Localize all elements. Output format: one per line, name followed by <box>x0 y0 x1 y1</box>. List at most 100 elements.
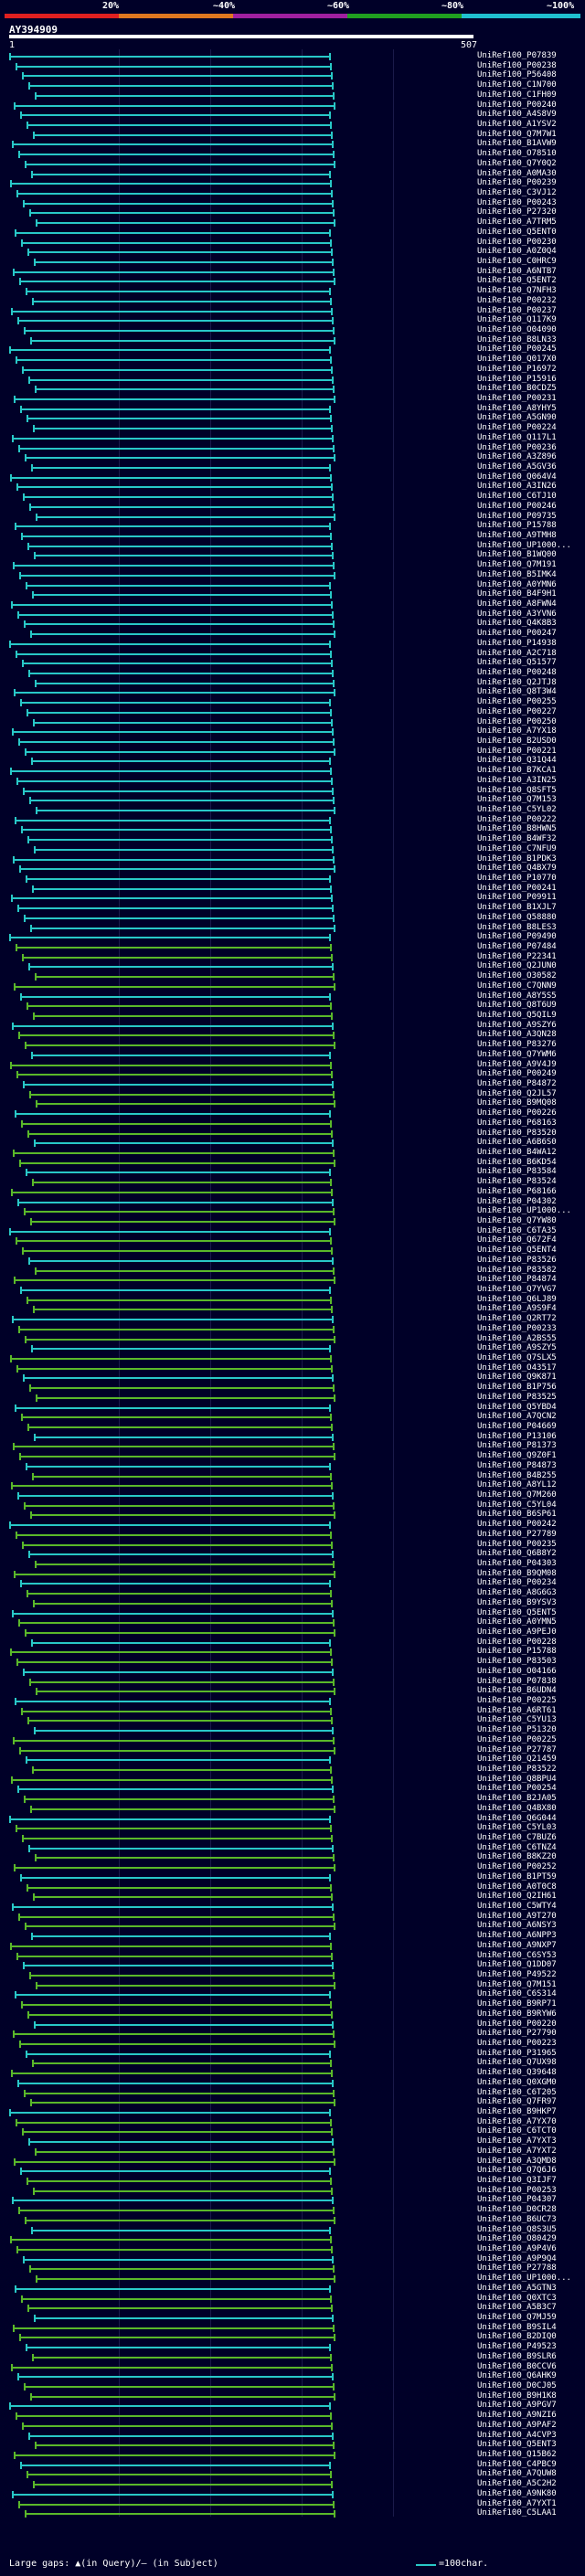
hit-row[interactable]: UniRef100_Q117K9 <box>0 315 585 327</box>
hit-row[interactable]: UniRef100_P00224 <box>0 423 585 435</box>
hit-label[interactable]: UniRef100_C5YU13 <box>477 1715 557 1725</box>
hit-row[interactable]: UniRef100_Q7M260 <box>0 1490 585 1502</box>
hit-row[interactable]: UniRef100_P00222 <box>0 815 585 827</box>
hit-label[interactable]: UniRef100_A9PAF2 <box>477 2420 557 2430</box>
hit-label[interactable]: UniRef100_Q7NFH3 <box>477 286 557 296</box>
hit-row[interactable]: UniRef100_Q8T6U9 <box>0 1001 585 1012</box>
hit-label[interactable]: UniRef100_A3QN28 <box>477 1030 557 1040</box>
hit-row[interactable]: UniRef100_A7TRM5 <box>0 217 585 229</box>
hit-label[interactable]: UniRef100_P27790 <box>477 2029 557 2039</box>
hit-row[interactable]: UniRef100_P07484 <box>0 942 585 954</box>
hit-label[interactable]: UniRef100_B2USD0 <box>477 737 557 746</box>
hit-label[interactable]: UniRef100_Q4BX79 <box>477 864 557 874</box>
hit-label[interactable]: UniRef100_Q5ENT4 <box>477 1246 557 1256</box>
hit-label[interactable]: UniRef100_P04302 <box>477 1196 557 1206</box>
hit-row[interactable]: UniRef100_P51320 <box>0 1725 585 1737</box>
hit-label[interactable]: UniRef100_Q5YBD4 <box>477 1402 557 1412</box>
hit-label[interactable]: UniRef100_Q117K9 <box>477 315 557 325</box>
hit-label[interactable]: UniRef100_B8KZ20 <box>477 1852 557 1862</box>
hit-row[interactable]: UniRef100_P09911 <box>0 893 585 905</box>
hit-row[interactable]: UniRef100_P00220 <box>0 2019 585 2031</box>
hit-label[interactable]: UniRef100_C6T205 <box>477 2087 557 2097</box>
hit-label[interactable]: UniRef100_P16972 <box>477 364 557 374</box>
hit-label[interactable]: UniRef100_P00243 <box>477 197 557 207</box>
hit-row[interactable]: UniRef100_Q8BPU4 <box>0 1775 585 1786</box>
hit-label[interactable]: UniRef100_Q8T3W4 <box>477 687 557 697</box>
hit-label[interactable]: UniRef100_B9RYW6 <box>477 2009 557 2019</box>
hit-label[interactable]: UniRef100_Q2JUN0 <box>477 961 557 971</box>
hit-row[interactable]: UniRef100_D0CJ05 <box>0 2381 585 2393</box>
hit-label[interactable]: UniRef100_B1P756 <box>477 1383 557 1393</box>
hit-label[interactable]: UniRef100_P07484 <box>477 942 557 951</box>
hit-label[interactable]: UniRef100_A6NSY3 <box>477 1921 557 1931</box>
hit-row[interactable]: UniRef100_B5IMK4 <box>0 570 585 582</box>
hit-label[interactable]: UniRef100_A8Y5S5 <box>477 991 557 1001</box>
hit-row[interactable]: UniRef100_A7QUW8 <box>0 2469 585 2481</box>
hit-label[interactable]: UniRef100_Q2RT72 <box>477 1314 557 1324</box>
hit-row[interactable]: UniRef100_A1YSV2 <box>0 120 585 132</box>
hit-row[interactable]: UniRef100_A7YX70 <box>0 2117 585 2129</box>
hit-row[interactable]: UniRef100_A7YX18 <box>0 726 585 738</box>
hit-row[interactable]: UniRef100_A5B3C7 <box>0 2303 585 2315</box>
hit-row[interactable]: UniRef100_A9TMH8 <box>0 531 585 543</box>
hit-row[interactable]: UniRef100_P56408 <box>0 70 585 82</box>
hit-row[interactable]: UniRef100_B1P756 <box>0 1383 585 1394</box>
hit-label[interactable]: UniRef100_Q8T6U9 <box>477 1001 557 1011</box>
hit-label[interactable]: UniRef100_A8YHY5 <box>477 403 557 413</box>
hit-row[interactable]: UniRef100_P22341 <box>0 952 585 964</box>
hit-label[interactable]: UniRef100_B4F9H1 <box>477 589 557 599</box>
hit-label[interactable]: UniRef100_P15916 <box>477 374 557 384</box>
hit-label[interactable]: UniRef100_P00250 <box>477 716 557 726</box>
hit-label[interactable]: UniRef100_P00225 <box>477 1696 557 1705</box>
hit-row[interactable]: UniRef100_P07838 <box>0 1677 585 1689</box>
hit-label[interactable]: UniRef100_P00236 <box>477 442 557 452</box>
hit-label[interactable]: UniRef100_O04090 <box>477 325 557 334</box>
hit-row[interactable]: UniRef100_B0CDZ5 <box>0 384 585 396</box>
hit-row[interactable]: UniRef100_A0Z0Q4 <box>0 247 585 259</box>
hit-row[interactable]: UniRef100_Q21459 <box>0 1754 585 1766</box>
hit-label[interactable]: UniRef100_Q7M151 <box>477 1979 557 1989</box>
hit-row[interactable]: UniRef100_Q7YWM6 <box>0 1050 585 1062</box>
hit-label[interactable]: UniRef100_Q2IH61 <box>477 1892 557 1902</box>
hit-label[interactable]: UniRef100_P00253 <box>477 2185 557 2195</box>
hit-label[interactable]: UniRef100_A1YSV2 <box>477 120 557 129</box>
hit-label[interactable]: UniRef100_Q15B62 <box>477 2450 557 2459</box>
hit-row[interactable]: UniRef100_P83503 <box>0 1657 585 1669</box>
hit-row[interactable]: UniRef100_A8YHY5 <box>0 404 585 416</box>
hit-label[interactable]: UniRef100_P83520 <box>477 1128 557 1138</box>
hit-label[interactable]: UniRef100_P15788 <box>477 521 557 531</box>
hit-row[interactable]: UniRef100_C5LAA1 <box>0 2508 585 2520</box>
hit-label[interactable]: UniRef100_A9PGV7 <box>477 2401 557 2411</box>
hit-label[interactable]: UniRef100_Q0XTC3 <box>477 2293 557 2303</box>
hit-row[interactable]: UniRef100_P81373 <box>0 1441 585 1453</box>
hit-row[interactable]: UniRef100_C4PBC9 <box>0 2460 585 2472</box>
hit-label[interactable]: UniRef100_P09911 <box>477 893 557 903</box>
hit-row[interactable]: UniRef100_Q2JUN0 <box>0 961 585 973</box>
hit-label[interactable]: UniRef100_A9S9F4 <box>477 1304 557 1314</box>
hit-row[interactable]: UniRef100_C6SY53 <box>0 1951 585 1963</box>
hit-label[interactable]: UniRef100_P83525 <box>477 1392 557 1402</box>
hit-row[interactable]: UniRef100_A7YXT3 <box>0 2136 585 2148</box>
hit-label[interactable]: UniRef100_Q5ENT2 <box>477 276 557 286</box>
hit-label[interactable]: UniRef100_P00224 <box>477 423 557 433</box>
hit-label[interactable]: UniRef100_P83582 <box>477 1265 557 1275</box>
hit-row[interactable]: UniRef100_P49523 <box>0 2342 585 2354</box>
hit-label[interactable]: UniRef100_P00231 <box>477 394 557 403</box>
hit-label[interactable]: UniRef100_Q4K8B3 <box>477 619 557 629</box>
hit-label[interactable]: UniRef100_Q017X0 <box>477 355 557 365</box>
hit-row[interactable]: UniRef100_A6RT61 <box>0 1706 585 1718</box>
hit-row[interactable]: UniRef100_P31965 <box>0 2049 585 2061</box>
hit-label[interactable]: UniRef100_Q7M153 <box>477 795 557 805</box>
hit-row[interactable]: UniRef100_A8FWN4 <box>0 599 585 611</box>
hit-label[interactable]: UniRef100_A5GTN3 <box>477 2283 557 2293</box>
hit-label[interactable]: UniRef100_A7YXT2 <box>477 2146 557 2156</box>
hit-label[interactable]: UniRef100_P27320 <box>477 207 557 217</box>
hit-row[interactable]: UniRef100_Q5YBD4 <box>0 1403 585 1415</box>
hit-label[interactable]: UniRef100_B1PDK3 <box>477 853 557 864</box>
hit-label[interactable]: UniRef100_P27788 <box>477 2263 557 2274</box>
hit-label[interactable]: UniRef100_Q31Q44 <box>477 756 557 766</box>
hit-row[interactable]: UniRef100_Q2IH61 <box>0 1892 585 1903</box>
hit-label[interactable]: UniRef100_P84874 <box>477 1275 557 1285</box>
hit-row[interactable]: UniRef100_B9HKP7 <box>0 2107 585 2119</box>
hit-row[interactable]: UniRef100_C1FH09 <box>0 90 585 102</box>
